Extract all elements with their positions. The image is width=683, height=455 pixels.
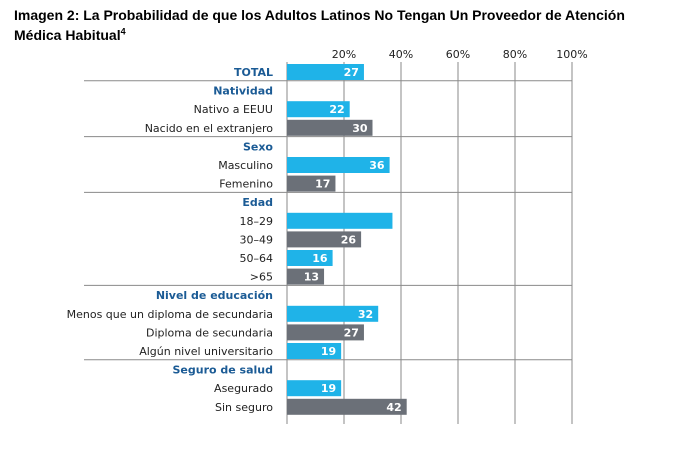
bar — [287, 212, 393, 229]
category-label: >65 — [250, 271, 273, 284]
tick-label: 20% — [332, 48, 356, 61]
section-header: Nivel de educación — [156, 289, 273, 302]
chart-title: Imagen 2: La Probabilidad de que los Adu… — [14, 5, 674, 45]
category-label: Algún nivel universitario — [139, 345, 273, 358]
data-label: 42 — [386, 401, 401, 414]
data-label: 22 — [329, 103, 344, 116]
category-label: 30–49 — [240, 233, 274, 246]
bar — [287, 305, 379, 322]
data-label: 30 — [352, 122, 368, 135]
category-label: Femenino — [219, 178, 273, 191]
data-label: 26 — [341, 233, 357, 246]
data-label: 27 — [344, 326, 359, 339]
bar — [287, 119, 373, 136]
data-label: 17 — [315, 178, 330, 191]
category-label: Sin seguro — [215, 401, 273, 414]
bar — [287, 101, 350, 118]
category-label: Menos que un diploma de secundaria — [67, 308, 273, 321]
chart-title-text: Imagen 2: La Probabilidad de que los Adu… — [14, 7, 625, 43]
bar — [287, 64, 364, 80]
bar — [287, 175, 336, 192]
rows: TOTAL 27 Natividad Nativo a EEUU 22 Nacido en… — [67, 64, 407, 415]
tick-labels: 20% 40% 60% 80% 100% — [332, 48, 588, 61]
bar — [287, 398, 407, 415]
section-header: Natividad — [213, 85, 273, 98]
data-label: 27 — [344, 66, 359, 79]
category-label: Nacido en el extranjero — [145, 122, 274, 135]
section-header: Edad — [242, 196, 273, 209]
tick-label: 100% — [556, 48, 587, 61]
bar — [287, 324, 364, 341]
tick-label: 40% — [389, 48, 413, 61]
category-label: 18–29 — [240, 215, 274, 228]
bar — [287, 231, 362, 248]
category-label: Nativo a EEUU — [194, 103, 273, 116]
section-header: Seguro de salud — [172, 364, 273, 377]
bar — [287, 268, 325, 285]
category-label: Asegurado — [214, 382, 273, 395]
tick-label: 60% — [446, 48, 470, 61]
bar — [287, 157, 390, 173]
data-label: 32 — [358, 308, 373, 321]
data-label: 13 — [304, 271, 319, 284]
section-header: Sexo — [243, 140, 273, 153]
tick-label: 80% — [503, 48, 527, 61]
bar — [287, 343, 342, 359]
category-label: Diploma de secundaria — [146, 326, 273, 339]
bar — [287, 380, 342, 397]
bar — [287, 250, 333, 266]
title-footnote: 4 — [120, 26, 126, 37]
total-label: TOTAL — [234, 66, 273, 79]
data-label: 19 — [321, 382, 336, 395]
data-label: 36 — [369, 159, 385, 172]
data-label: 16 — [312, 252, 328, 265]
data-label: 19 — [321, 345, 336, 358]
category-label: Masculino — [218, 159, 273, 172]
category-label: 50–64 — [240, 252, 274, 265]
